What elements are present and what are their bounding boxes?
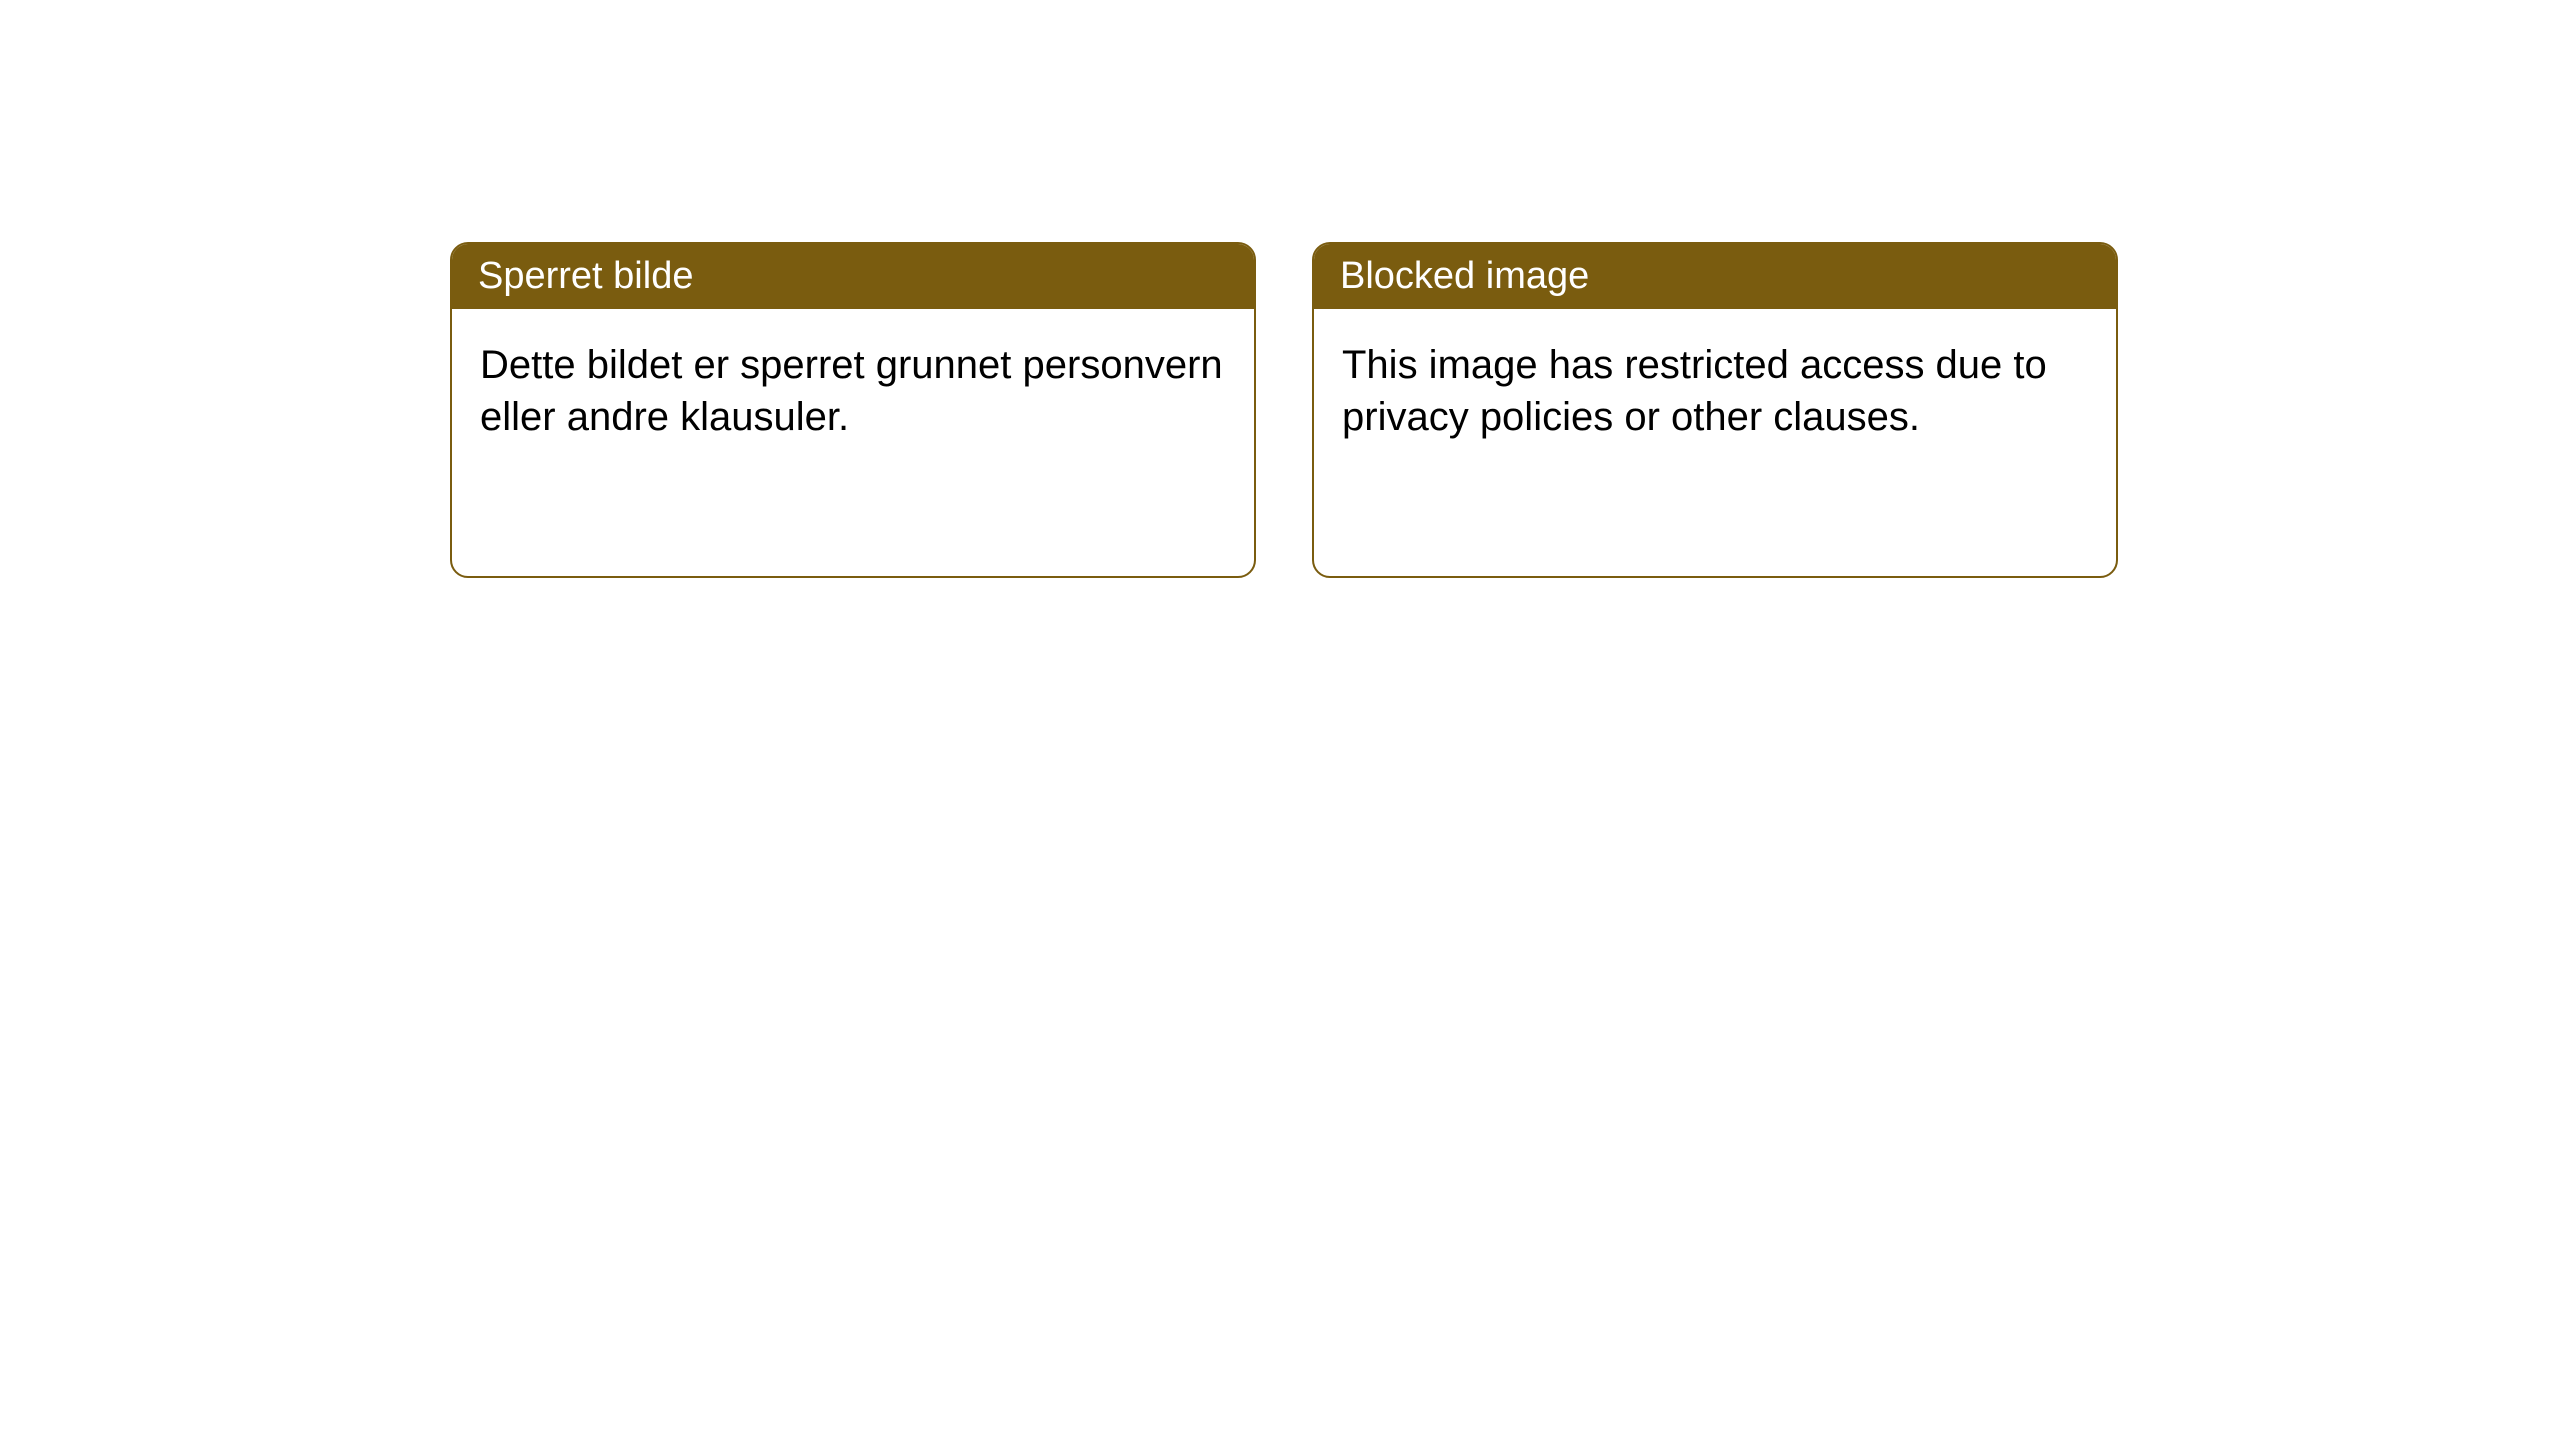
notice-box-english: Blocked image This image has restricted … [1312,242,2118,578]
notice-box-norwegian: Sperret bilde Dette bildet er sperret gr… [450,242,1256,578]
notice-body-norwegian: Dette bildet er sperret grunnet personve… [452,309,1254,473]
notice-header-english: Blocked image [1314,244,2116,309]
notice-body-english: This image has restricted access due to … [1314,309,2116,473]
notice-header-norwegian: Sperret bilde [452,244,1254,309]
notice-container: Sperret bilde Dette bildet er sperret gr… [0,0,2560,578]
